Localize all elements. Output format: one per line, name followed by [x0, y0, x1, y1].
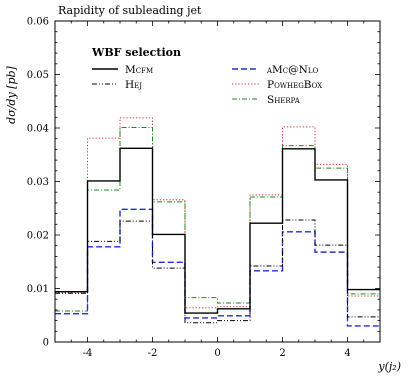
plot-frame	[54, 20, 381, 343]
legend-label-powhegbox: PowhegBox	[267, 79, 322, 91]
y-tick-label-3: 0.03	[27, 177, 49, 188]
x-tick-label-2: 0	[214, 348, 220, 359]
x-axis-label: y(j₂)	[377, 360, 401, 373]
y-axis-label: dσ/dy [pb]	[5, 65, 18, 123]
legend-label-amcnlo: aMc@Nlo	[266, 64, 318, 76]
y-tick-label-5: 0.05	[27, 70, 49, 81]
legend-label-hej: Hej	[125, 79, 142, 91]
x-tick-label-0: -4	[83, 348, 93, 359]
y-tick-label-0: 0	[43, 338, 49, 349]
x-tick-label-1: -2	[148, 348, 158, 359]
legend-label-sherpa: Sherpa	[267, 94, 301, 106]
y-tick-label-1: 0.01	[27, 284, 49, 295]
series-line-mcfm	[55, 147, 380, 314]
y-tick-label-4: 0.04	[27, 124, 49, 135]
legend-title: WBF selection	[91, 46, 181, 59]
series-layer	[55, 117, 380, 327]
x-tick-label-4: 4	[344, 348, 350, 359]
legend: WBF selection Mcfm Hej aMc@Nlo PowhegBox…	[91, 46, 322, 106]
x-tick-label-3: 2	[279, 348, 285, 359]
series-line-sherpa	[55, 126, 380, 312]
y-ticks: 0 0.01 0.02 0.03 0.04 0.05 0.06	[27, 17, 380, 349]
legend-label-mcfm: Mcfm	[125, 64, 153, 76]
series-line-powhegbox	[55, 117, 380, 309]
y-tick-label-2: 0.02	[27, 231, 49, 242]
chart-title: Rapidity of subleading jet	[58, 4, 202, 17]
series-line-hej	[55, 219, 380, 324]
y-tick-label-6: 0.06	[27, 17, 49, 28]
